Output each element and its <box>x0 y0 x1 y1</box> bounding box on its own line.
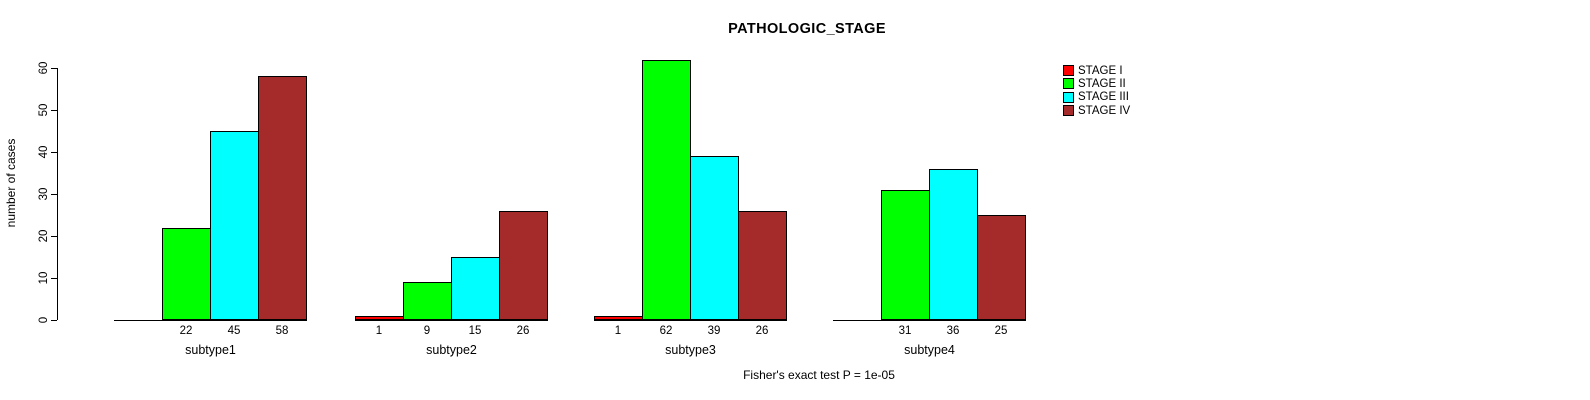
bar-value-label: 9 <box>423 325 431 337</box>
y-axis-tick-label: 40 <box>38 145 50 159</box>
bar-value-label: 15 <box>468 325 482 337</box>
group-baseline <box>594 320 787 321</box>
y-axis-tick <box>51 68 57 69</box>
group-baseline <box>355 320 548 321</box>
bar-stage-iv-subtype1 <box>258 76 307 320</box>
legend: STAGE I STAGE II STAGE III STAGE IV <box>1063 64 1130 117</box>
bar-value-label: 45 <box>227 325 241 337</box>
bar-value-label: 22 <box>179 325 193 337</box>
y-axis-label: number of cases <box>4 138 18 228</box>
y-axis-tick <box>51 236 57 237</box>
legend-item-stage-iii: STAGE III <box>1063 91 1130 104</box>
bar-stage-iii-subtype4 <box>929 169 978 320</box>
bar-stage-iii-subtype1 <box>210 131 259 320</box>
y-axis-line <box>57 68 58 320</box>
bar-value-label: 26 <box>755 325 769 337</box>
bar-stage-iv-subtype4 <box>977 215 1026 320</box>
legend-swatch-stage-iv <box>1063 105 1074 117</box>
group-label-subtype2: subtype2 <box>426 343 477 357</box>
legend-item-stage-iv: STAGE IV <box>1063 104 1130 117</box>
group-baseline <box>833 320 1026 321</box>
y-axis-tick-label: 30 <box>38 187 50 201</box>
legend-label: STAGE II <box>1078 77 1126 90</box>
bar-stage-ii-subtype2 <box>403 282 452 320</box>
y-axis-tick-label: 60 <box>38 61 50 75</box>
chart-title: PATHOLOGIC_STAGE <box>728 21 886 37</box>
y-axis-tick-label: 10 <box>38 271 50 285</box>
legend-item-stage-i: STAGE I <box>1063 64 1130 77</box>
bar-stage-iv-subtype2 <box>499 211 548 320</box>
bar-value-label: 25 <box>994 325 1008 337</box>
bar-stage-ii-subtype4 <box>881 190 930 320</box>
y-axis-tick-label: 20 <box>38 229 50 243</box>
legend-swatch-stage-ii <box>1063 78 1074 90</box>
bar-stage-i-subtype3 <box>594 316 643 320</box>
y-axis-tick-label: 0 <box>38 316 50 324</box>
group-label-subtype4: subtype4 <box>904 343 955 357</box>
bar-value-label: 62 <box>659 325 673 337</box>
y-axis-tick-label: 50 <box>38 103 50 117</box>
group-label-subtype1: subtype1 <box>185 343 236 357</box>
bar-stage-i-subtype2 <box>355 316 404 320</box>
legend-label: STAGE III <box>1078 91 1129 104</box>
bar-stage-iv-subtype3 <box>738 211 787 320</box>
group-label-subtype3: subtype3 <box>665 343 716 357</box>
y-axis-tick <box>51 194 57 195</box>
group-baseline <box>114 320 307 321</box>
legend-swatch-stage-iii <box>1063 91 1074 103</box>
bar-value-label: 1 <box>614 325 622 337</box>
bar-value-label: 31 <box>898 325 912 337</box>
bar-value-label: 39 <box>707 325 721 337</box>
legend-swatch-stage-i <box>1063 65 1074 77</box>
bar-stage-iii-subtype2 <box>451 257 500 320</box>
bar-value-label: 26 <box>516 325 530 337</box>
y-axis-tick <box>51 278 57 279</box>
fisher-test-annotation: Fisher's exact test P = 1e-05 <box>743 368 895 382</box>
bar-stage-ii-subtype1 <box>162 228 211 320</box>
y-axis-tick <box>51 110 57 111</box>
legend-label: STAGE IV <box>1078 104 1131 117</box>
y-axis-tick <box>51 320 57 321</box>
legend-item-stage-ii: STAGE II <box>1063 77 1130 90</box>
legend-label: STAGE I <box>1078 64 1123 77</box>
bar-stage-iii-subtype3 <box>690 156 739 320</box>
bar-stage-ii-subtype3 <box>642 60 691 320</box>
bar-value-label: 58 <box>275 325 289 337</box>
y-axis-tick <box>51 152 57 153</box>
bar-value-label: 36 <box>946 325 960 337</box>
bar-value-label: 1 <box>375 325 383 337</box>
